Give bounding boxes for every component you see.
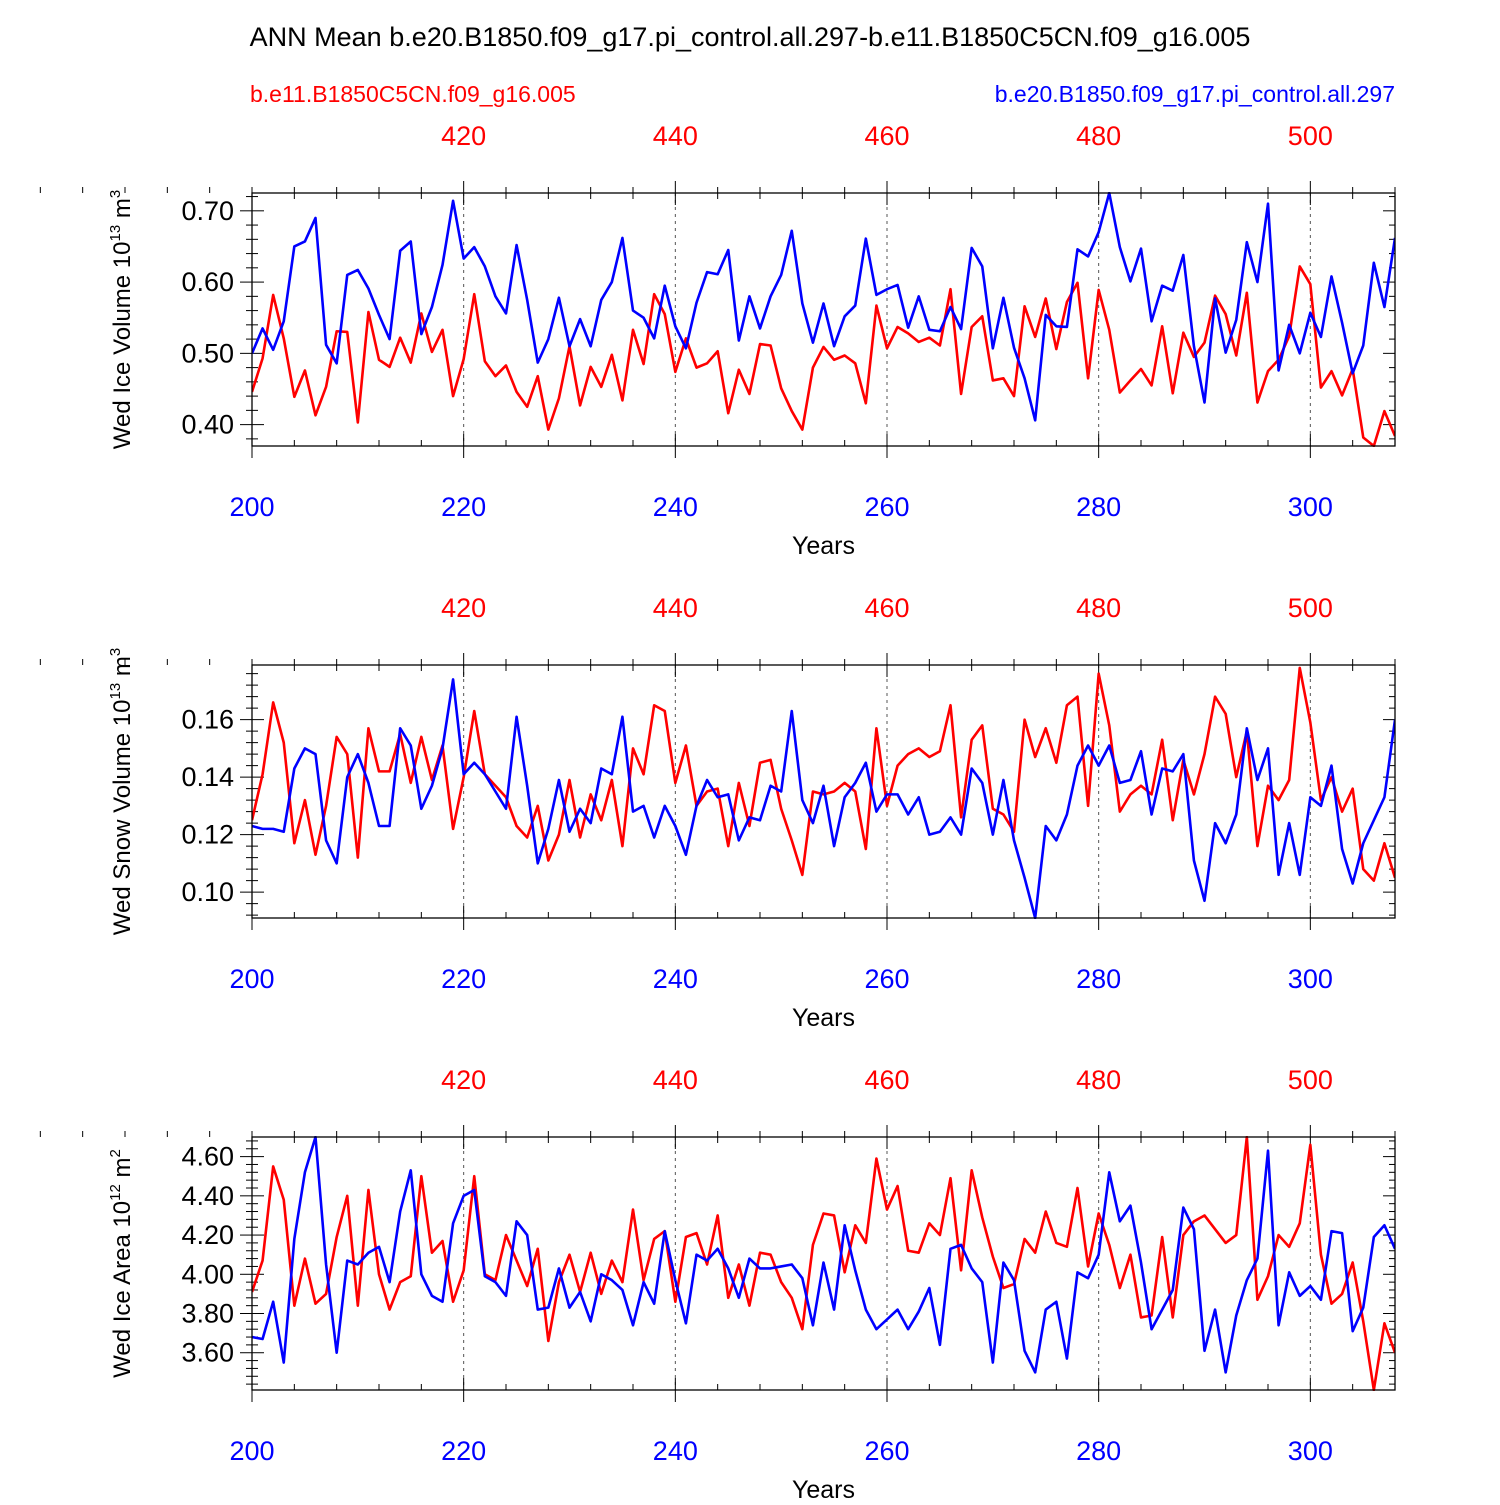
y-tick-label: 4.00: [181, 1259, 234, 1289]
x-tick-label-bottom: 220: [441, 492, 486, 522]
plot-frame: [251, 664, 1396, 919]
x-tick-label-top: 480: [1076, 1065, 1121, 1095]
x-tick-label-top: 440: [653, 121, 698, 151]
x-tick-label-bottom: 300: [1288, 964, 1333, 994]
x-tick-label-bottom: 260: [864, 492, 909, 522]
y-tick-label: 0.10: [181, 877, 234, 907]
y-tick-label: 3.60: [181, 1338, 234, 1368]
chart-title: ANN Mean b.e20.B1850.f09_g17.pi_control.…: [250, 22, 1251, 52]
panel-1: 200 220 240 260 280 300 420 440 460 480 500 0.40 0.5…: [39, 121, 1396, 560]
y-tick-label: 4.60: [181, 1142, 234, 1172]
x-tick-label-top: 480: [1076, 121, 1121, 151]
panel-3: 200 220 240 260 280 300 420 440 460 480 500 3.60 3.8…: [39, 1065, 1396, 1504]
x-tick-label-bottom: 200: [229, 492, 274, 522]
series-line: [252, 678, 1395, 919]
x-tick-label-bottom: 280: [1076, 964, 1121, 994]
x-tick-label-bottom: 300: [1288, 1436, 1333, 1466]
legend-left-label: b.e11.B1850C5CN.f09_g16.005: [250, 81, 576, 107]
series-line: [252, 265, 1395, 447]
x-tick-label-top: 420: [441, 593, 486, 623]
x-tick-label-bottom: 220: [441, 964, 486, 994]
x-axis-label: Years: [792, 1476, 855, 1500]
x-tick-label-bottom: 280: [1076, 1436, 1121, 1466]
y-tick-label: 0.16: [181, 705, 234, 735]
y-tick-label: 0.70: [181, 196, 234, 226]
x-tick-label-bottom: 280: [1076, 492, 1121, 522]
x-tick-label-top: 500: [1288, 1065, 1333, 1095]
x-tick-label-top: 500: [1288, 121, 1333, 151]
x-tick-label-top: 460: [864, 1065, 909, 1095]
plot-frame: [251, 1136, 1396, 1391]
panel-2: 200 220 240 260 280 300 420 440 460 480 500 0.10 0.1…: [39, 593, 1396, 1032]
x-tick-label-top: 500: [1288, 593, 1333, 623]
series-line: [252, 1136, 1395, 1374]
plot-frame: [251, 192, 1396, 447]
x-tick-label-top: 420: [441, 121, 486, 151]
x-tick-label-bottom: 200: [229, 964, 274, 994]
x-tick-label-top: 440: [653, 1065, 698, 1095]
x-tick-label-top: 460: [864, 593, 909, 623]
y-tick-label: 0.60: [181, 267, 234, 297]
x-axis-label: Years: [792, 1004, 855, 1032]
x-tick-label-bottom: 240: [653, 1436, 698, 1466]
chart-panels: 200 220 240 260 280 300 420 440 460 480 500 0.40 0.5…: [39, 121, 1396, 1504]
x-tick-label-bottom: 240: [653, 492, 698, 522]
x-axis-label: Years: [792, 532, 855, 560]
x-tick-label-bottom: 260: [864, 1436, 909, 1466]
x-tick-label-bottom: 240: [653, 964, 698, 994]
y-axis-label: Wed Ice Volume 1013 m3: [107, 190, 136, 449]
y-axis-label: Wed Snow Volume 1013 m3: [107, 648, 136, 935]
y-tick-label: 0.14: [181, 762, 234, 792]
x-tick-label-top: 460: [864, 121, 909, 151]
series-line: [252, 192, 1395, 422]
series-line: [252, 1136, 1395, 1391]
y-tick-label: 0.40: [181, 410, 234, 440]
series-line: [252, 666, 1395, 882]
y-tick-label: 3.80: [181, 1299, 234, 1329]
legend-right-label: b.e20.B1850.f09_g17.pi_control.all.297: [995, 81, 1395, 107]
x-tick-label-bottom: 300: [1288, 492, 1333, 522]
y-tick-label: 0.12: [181, 820, 234, 850]
x-tick-label-bottom: 220: [441, 1436, 486, 1466]
x-tick-label-top: 440: [653, 593, 698, 623]
y-tick-label: 0.50: [181, 338, 234, 368]
y-tick-label: 4.40: [181, 1181, 234, 1211]
y-tick-label: 4.20: [181, 1220, 234, 1250]
x-tick-label-bottom: 200: [229, 1436, 274, 1466]
y-axis-label: Wed Ice Area 1012 m2: [107, 1149, 136, 1378]
x-tick-label-bottom: 260: [864, 964, 909, 994]
x-tick-label-top: 480: [1076, 593, 1121, 623]
x-tick-label-top: 420: [441, 1065, 486, 1095]
